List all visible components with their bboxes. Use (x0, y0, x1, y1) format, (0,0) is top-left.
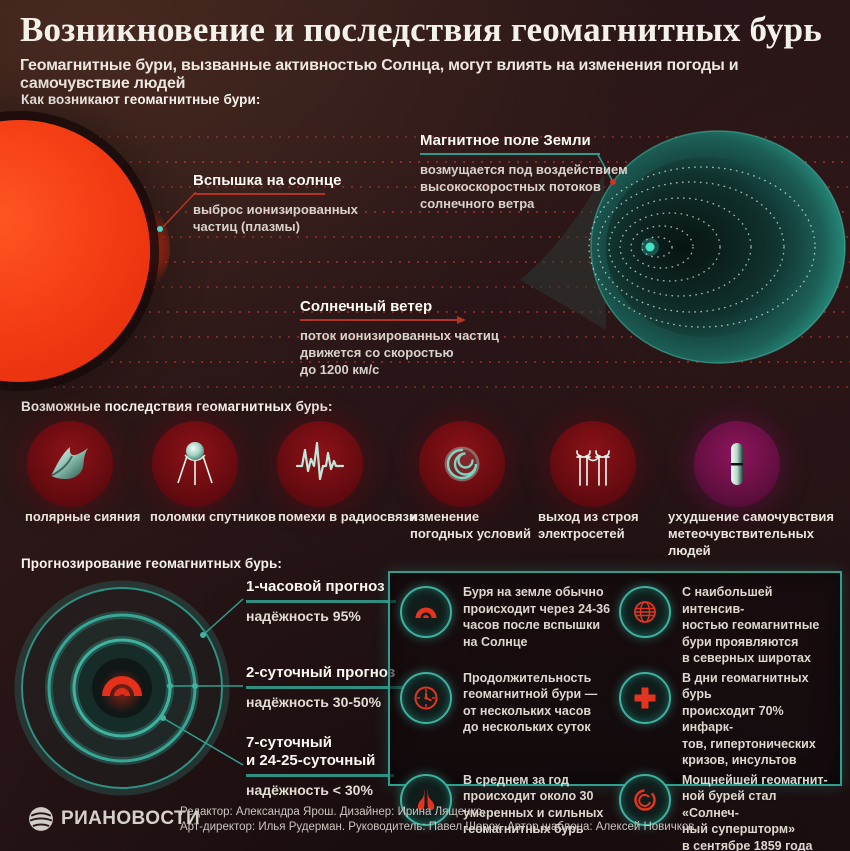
solar-wind-label-title: Солнечный ветер (300, 298, 433, 315)
medical-cross-icon (619, 671, 671, 724)
magnetosphere-diagram (157, 130, 846, 364)
fact-text: Продолжительность геомагнитной бури — от… (463, 670, 598, 735)
consequence-label: ухудшение самочувствия метеочувствительн… (668, 509, 834, 558)
forecast-label-desc: надёжность 95% (246, 608, 361, 624)
satellite-icon (152, 421, 238, 507)
page-title: Возникновение и последствия геомагнитных… (20, 10, 822, 49)
solar-wind-arrow (300, 316, 466, 324)
consequence-label: полярные сияния (25, 509, 141, 524)
fact-item: Буря на земле обычно происходит через 24… (400, 581, 615, 667)
flare-label-title: Вспышка на солнце (193, 172, 342, 189)
forecast-label-7d: 7-суточный и 24-25-суточный надёжность <… (246, 734, 394, 798)
clock-icon (400, 671, 452, 724)
pill-icon (694, 421, 780, 507)
solar-wind-label: Солнечный ветер поток ионизированных час… (300, 298, 499, 378)
credits: Редактор: Александра Ярош. Дизайнер: Ири… (180, 805, 698, 835)
solar-storm-icon (619, 773, 671, 826)
fact-item: С наибольшей интенсив- ностью геомагнитн… (619, 581, 834, 667)
forecast-label-desc: надёжность 30-50% (246, 694, 382, 710)
field-lines (588, 166, 816, 328)
bow-shock-funnel (520, 174, 606, 330)
radio-interference-icon (277, 421, 363, 507)
forecast-label-title: 1-часовой прогноз (246, 578, 385, 595)
flare-label-desc: выброс ионизированных частиц (плазмы) (193, 202, 358, 234)
fact-text: Буря на земле обычно происходит через 24… (463, 585, 611, 649)
page-subtitle: Геомагнитные бури, вызванные активностью… (20, 57, 739, 92)
section-heading-forecast: Прогнозирование геомагнитных бурь: (21, 556, 282, 571)
forecast-label-1h: 1-часовой прогноз надёжность 95% (246, 578, 396, 624)
ria-novosti-logo: РИАНОВОСТИ (28, 806, 200, 832)
fact-item: В дни геомагнитных бурь происходит 70% и… (619, 667, 834, 769)
magnetic-field-underline (420, 153, 600, 155)
forecast-label-title: 2-суточный прогноз (246, 664, 396, 681)
cyclone-icon (419, 421, 505, 507)
forecast-underline (246, 600, 396, 603)
forecast-rings-diagram (14, 580, 244, 796)
forecast-connectors (162, 598, 244, 766)
fact-text: Мощнейшей геомагнит- ной бурей стал «Сол… (682, 772, 828, 851)
field-connector-line (596, 152, 613, 181)
facts-panel: Буря на земле обычно происходит через 24… (388, 571, 842, 851)
consequence-label: изменение погодных условий (410, 509, 531, 541)
magnetic-field-label: Магнитное поле Земли возмущается под воз… (420, 132, 628, 212)
fact-text: В среднем за год происходит около 30 уме… (463, 772, 604, 837)
magnetic-field-label-desc: возмущается под воздействием высокоскоро… (420, 162, 628, 211)
lungs-icon (400, 773, 452, 826)
fact-text: С наибольшей интенсив- ностью геомагнитн… (682, 585, 820, 665)
fact-item: Мощнейшей геомагнит- ной бурей стал «Сол… (619, 769, 834, 851)
globe-icon (619, 586, 671, 638)
power-lines-icon (550, 421, 636, 507)
consequence-label: выход из строя электросетей (538, 509, 639, 541)
fact-item: Продолжительность геомагнитной бури — от… (400, 667, 615, 769)
solar-wind-label-desc: поток ионизированных частиц движется со … (300, 328, 499, 377)
fact-text: В дни геомагнитных бурь происходит 70% и… (682, 670, 816, 768)
fact-item: В среднем за год происходит около 30 уме… (400, 769, 615, 851)
magnetic-field-label-title: Магнитное поле Земли (420, 132, 591, 149)
credits-line-2: Арт-директор: Илья Рудерман. Руководител… (180, 821, 698, 833)
flare-marker-dot (157, 226, 163, 232)
ria-globe-icon (29, 807, 53, 831)
credits-line-1: Редактор: Александра Ярош. Дизайнер: Ири… (180, 806, 486, 818)
aurora-icon (27, 421, 113, 507)
flare-label: Вспышка на солнце выброс ионизированных … (193, 172, 358, 235)
aurora-arch-center-icon (102, 676, 142, 696)
section-heading-origin: Как возникают геомагнитные бури: (21, 92, 261, 107)
earth-dot (645, 242, 655, 252)
consequence-label: помехи в радиосвязи (278, 509, 418, 524)
forecast-label-desc: надёжность < 30% (246, 782, 373, 798)
consequence-label: поломки спутников (150, 509, 277, 524)
forecast-underline (246, 774, 394, 777)
field-marker-dot (610, 179, 616, 185)
flare-connector-line (162, 191, 197, 228)
forecast-underline (246, 686, 408, 689)
section-heading-consequences: Возможные последствия геомагнитных бурь: (21, 399, 333, 414)
forecast-label-title: 7-суточный и 24-25-суточный (246, 734, 376, 769)
storm-arch-icon (400, 586, 452, 638)
forecast-label-2d: 2-суточный прогноз надёжность 30-50% (246, 664, 408, 710)
flare-underline (193, 193, 325, 195)
logo-text: РИАНОВОСТИ (61, 808, 201, 829)
